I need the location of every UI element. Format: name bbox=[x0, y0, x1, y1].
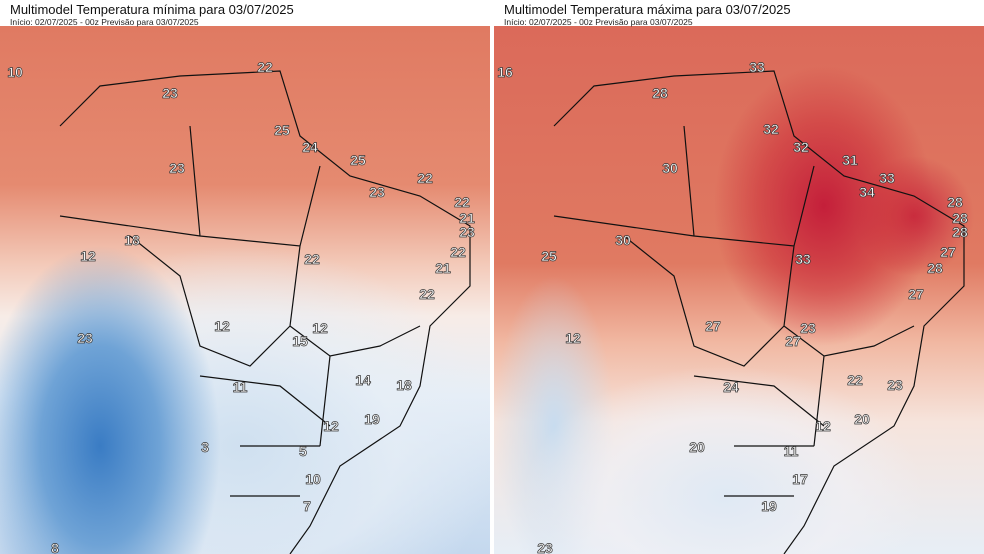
temperature-label: 8 bbox=[51, 540, 59, 554]
temperature-label: 3 bbox=[201, 439, 209, 456]
temperature-label: 25 bbox=[350, 152, 366, 169]
temperature-label: 12 bbox=[565, 330, 581, 347]
temperature-label: 22 bbox=[257, 59, 273, 76]
temperature-label: 30 bbox=[615, 232, 631, 249]
temperature-label: 23 bbox=[537, 540, 553, 554]
temperature-label: 22 bbox=[419, 286, 435, 303]
temperature-label: 32 bbox=[763, 121, 779, 138]
temperature-label: 28 bbox=[652, 85, 668, 102]
min-temperature-map: 10 22 23 25 24 25 23 23 22 22 21 23 22 18 12 22 21 22 12 12… bbox=[0, 26, 490, 554]
temperature-label: 14 bbox=[355, 372, 371, 389]
temperature-label: 23 bbox=[162, 85, 178, 102]
temperature-label: 12 bbox=[80, 248, 96, 265]
temperature-label: 15 bbox=[292, 333, 308, 350]
temperature-label: 10 bbox=[305, 471, 321, 488]
temperature-label: 7 bbox=[303, 498, 311, 515]
temperature-label: 23 bbox=[169, 160, 185, 177]
temperature-label: 30 bbox=[662, 160, 678, 177]
temperature-label: 25 bbox=[541, 248, 557, 265]
temperature-label: 11 bbox=[783, 443, 799, 460]
temperature-label: 20 bbox=[689, 439, 705, 456]
map-subtitle: Início: 02/07/2025 - 00z Previsão para 0… bbox=[10, 17, 199, 27]
border-line bbox=[553, 70, 965, 554]
temperature-label: 23 bbox=[459, 224, 475, 241]
temperature-label: 21 bbox=[459, 210, 475, 227]
temperature-label: 21 bbox=[435, 260, 451, 277]
temperature-label: 12 bbox=[323, 418, 339, 435]
temperature-label: 28 bbox=[952, 224, 968, 241]
min-temperature-map-panel: Multimodel Temperatura mínima para 03/07… bbox=[0, 0, 490, 554]
temperature-label: 24 bbox=[302, 139, 318, 156]
temperature-label: 25 bbox=[274, 122, 290, 139]
temperature-label: 27 bbox=[785, 333, 801, 350]
temperature-label: 23 bbox=[369, 184, 385, 201]
state-borders bbox=[59, 70, 471, 554]
temperature-label: 22 bbox=[450, 244, 466, 261]
temperature-label: 5 bbox=[299, 443, 307, 460]
temperature-label: 28 bbox=[927, 260, 943, 277]
temperature-label: 16 bbox=[497, 64, 513, 81]
border-line bbox=[59, 70, 471, 554]
temperature-label: 23 bbox=[800, 320, 816, 337]
temperature-label: 28 bbox=[947, 194, 963, 211]
temperature-label: 27 bbox=[908, 286, 924, 303]
temperature-label: 12 bbox=[214, 318, 230, 335]
max-temperature-map: 16 33 28 32 32 31 30 33 34 28 28 28 27 30 25 33 28 27 27 23… bbox=[494, 26, 984, 554]
temperature-label: 20 bbox=[854, 411, 870, 428]
temperature-label: 33 bbox=[749, 59, 765, 76]
temperature-label: 22 bbox=[454, 194, 470, 211]
temperature-label: 22 bbox=[417, 170, 433, 187]
temperature-label: 32 bbox=[793, 139, 809, 156]
temperature-label: 34 bbox=[859, 184, 875, 201]
map-subtitle: Início: 02/07/2025 - 00z Previsão para 0… bbox=[504, 17, 693, 27]
temperature-label: 22 bbox=[304, 251, 320, 268]
map-title: Multimodel Temperatura máxima para 03/07… bbox=[504, 2, 791, 17]
temperature-label: 18 bbox=[124, 232, 140, 249]
state-borders bbox=[553, 70, 965, 554]
temperature-label: 10 bbox=[7, 64, 23, 81]
temperature-label: 28 bbox=[952, 210, 968, 227]
temperature-label: 33 bbox=[879, 170, 895, 187]
temperature-label: 31 bbox=[842, 152, 858, 169]
temperature-label: 12 bbox=[312, 320, 328, 337]
temperature-label: 24 bbox=[723, 379, 739, 396]
max-temperature-map-panel: Multimodel Temperatura máxima para 03/07… bbox=[494, 0, 984, 554]
temperature-label: 27 bbox=[705, 318, 721, 335]
temperature-label: 18 bbox=[396, 377, 412, 394]
temperature-label: 27 bbox=[940, 244, 956, 261]
temperature-label: 23 bbox=[887, 377, 903, 394]
temperature-label: 11 bbox=[232, 379, 248, 396]
temperature-label: 12 bbox=[815, 418, 831, 435]
temperature-label: 23 bbox=[77, 330, 93, 347]
temperature-label: 33 bbox=[795, 251, 811, 268]
temperature-label: 19 bbox=[364, 411, 380, 428]
temperature-label: 22 bbox=[847, 372, 863, 389]
temperature-label: 17 bbox=[792, 471, 808, 488]
temperature-label: 19 bbox=[761, 498, 777, 515]
map-title: Multimodel Temperatura mínima para 03/07… bbox=[10, 2, 294, 17]
